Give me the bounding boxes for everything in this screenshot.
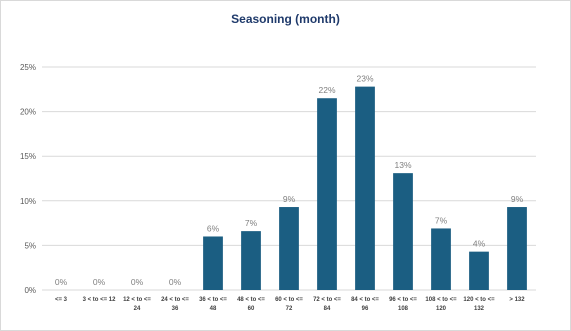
x-tick-label: 108 < to <= 120 — [425, 297, 457, 312]
bar — [241, 231, 261, 290]
x-tick-label: 12 < to <= 24 — [123, 297, 151, 312]
bar — [279, 207, 299, 290]
y-tick-label: 10% — [20, 197, 36, 206]
x-tick-label: 36 < to <= 48 — [199, 297, 227, 312]
bar — [507, 207, 527, 290]
y-tick-label: 20% — [20, 108, 36, 117]
x-tick-label: 60 < to <= 72 — [275, 297, 303, 312]
chart-title: Seasoning (month) — [231, 12, 340, 26]
data-label: 0% — [169, 277, 182, 287]
x-tick-label: > 132 — [509, 297, 525, 303]
x-tick-label: 96 < to <= 108 — [389, 297, 417, 312]
data-label: 0% — [93, 277, 106, 287]
x-tick-label: 120 < to <= 132 — [463, 297, 495, 312]
y-tick-label: 25% — [20, 63, 36, 72]
x-tick-label: 72 < to <= 84 — [313, 297, 341, 312]
x-tick-label: 24 < to <= 36 — [161, 297, 189, 312]
bar — [393, 173, 413, 290]
data-label: 13% — [394, 160, 411, 170]
bar — [355, 86, 375, 291]
bar — [203, 236, 223, 290]
bar — [431, 228, 451, 290]
data-label: 6% — [207, 223, 220, 233]
bar — [469, 251, 489, 290]
data-label: 9% — [283, 194, 296, 204]
x-tick-label: 84 < to <= 96 — [351, 297, 379, 312]
data-label: 22% — [318, 85, 335, 95]
y-tick-label: 0% — [24, 286, 36, 295]
data-label: 0% — [55, 277, 68, 287]
data-label: 9% — [511, 194, 524, 204]
data-label: 7% — [245, 218, 258, 228]
data-label: 0% — [131, 277, 144, 287]
x-tick-label: <= 3 — [55, 297, 68, 303]
y-tick-label: 5% — [24, 241, 36, 250]
x-tick-label: 48 < to <= 60 — [237, 297, 265, 312]
bar — [317, 98, 337, 290]
data-label: 4% — [473, 239, 486, 249]
y-tick-label: 15% — [20, 152, 36, 161]
x-tick-label: 3 < to <= 12 — [83, 297, 117, 303]
data-label: 7% — [435, 215, 448, 225]
data-label: 23% — [356, 74, 373, 84]
